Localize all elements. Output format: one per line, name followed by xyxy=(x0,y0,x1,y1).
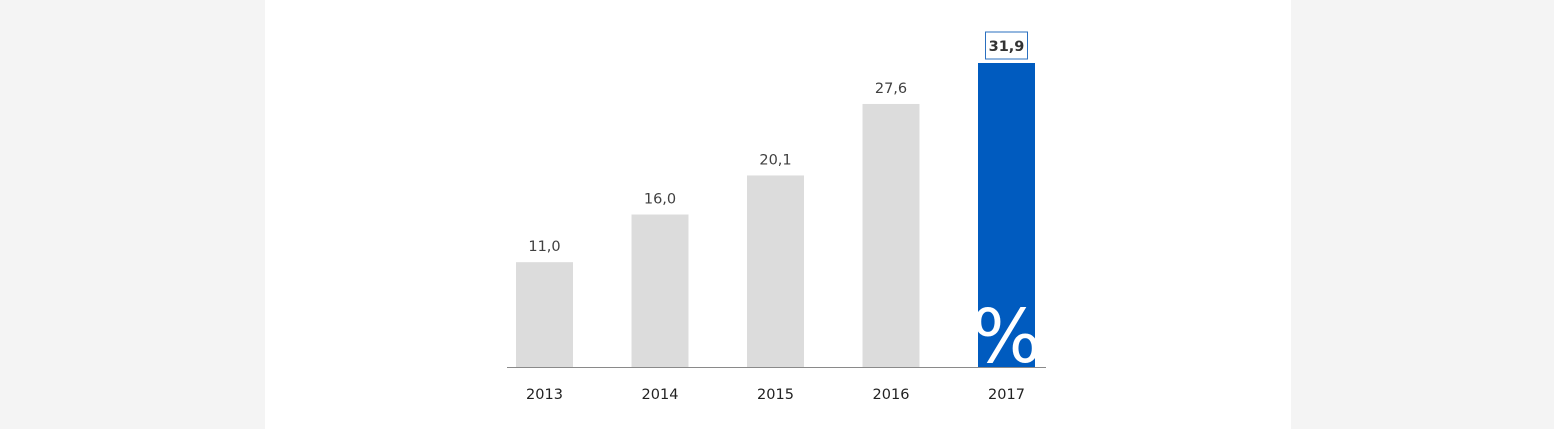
value-label-2017: 31,9 xyxy=(989,39,1025,55)
category-label-2016: 2016 xyxy=(873,387,910,403)
category-label-2013: 2013 xyxy=(526,387,563,403)
value-label-2015: 20,1 xyxy=(759,152,791,168)
category-label-2015: 2015 xyxy=(757,387,794,403)
bar-2017 xyxy=(978,63,1035,367)
bar-2016 xyxy=(862,103,920,367)
labels: 11,0 2013 16,0 2014 20,1 2015 27,6 2016 31,9 2017… xyxy=(526,31,1042,403)
bar-2014 xyxy=(631,214,689,367)
value-label-2016: 27,6 xyxy=(875,81,907,97)
category-label-2017: 2017 xyxy=(988,387,1025,403)
value-label-2013: 11,0 xyxy=(528,239,560,255)
value-label-box-2017 xyxy=(985,31,1028,60)
bar-2015 xyxy=(747,175,804,367)
value-label-2014: 16,0 xyxy=(644,192,676,208)
bars xyxy=(516,63,1035,367)
bar-2013 xyxy=(516,262,573,367)
category-label-2014: 2014 xyxy=(642,387,679,403)
percent-mark: % xyxy=(971,294,1041,380)
